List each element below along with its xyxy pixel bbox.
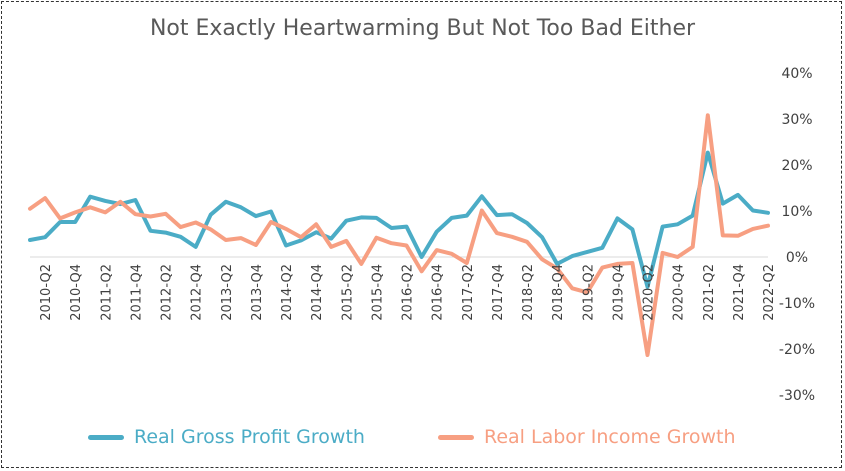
legend-swatch-gross-profit <box>88 434 124 440</box>
x-tick-label: 2011-Q2 <box>99 264 114 321</box>
x-tick-label: 2017-Q2 <box>461 264 476 321</box>
x-tick-label: 2019-Q2 <box>581 264 596 321</box>
x-tick-label: 2021-Q4 <box>732 264 747 321</box>
x-tick-label: 2016-Q2 <box>401 264 416 321</box>
x-tick-label: 2015-Q2 <box>340 264 355 321</box>
x-tick-label: 2015-Q4 <box>370 264 385 321</box>
x-tick-label: 2013-Q4 <box>250 264 265 321</box>
y-tick-label: 10% <box>781 204 812 220</box>
x-tick-label: 2013-Q2 <box>220 264 235 321</box>
y-tick-label: 40% <box>781 66 812 82</box>
x-tick-label: 2019-Q4 <box>611 264 626 321</box>
x-tick-label: 2014-Q2 <box>280 264 295 321</box>
x-tick-label: 2016-Q4 <box>431 264 446 321</box>
legend-item-labor-income: Real Labor Income Growth <box>438 426 736 448</box>
x-tick-label: 2018-Q4 <box>551 264 566 321</box>
x-tick-label: 2010-Q2 <box>39 264 54 321</box>
y-tick-label: -30% <box>779 388 815 404</box>
chart-title: Not Exactly Heartwarming But Not Too Bad… <box>149 16 696 41</box>
x-tick-label: 2010-Q4 <box>69 264 84 321</box>
y-tick-label: 20% <box>781 158 812 174</box>
x-tick-label: 2014-Q4 <box>310 264 325 321</box>
x-tick-label: 2021-Q2 <box>702 264 717 321</box>
legend-item-gross-profit: Real Gross Profit Growth <box>88 426 365 448</box>
x-tick-label: 2012-Q4 <box>190 264 205 321</box>
x-tick-label: 2020-Q2 <box>642 264 657 321</box>
legend-label-gross-profit: Real Gross Profit Growth <box>134 426 365 448</box>
x-tick-label: 2022-Q2 <box>762 264 777 321</box>
x-tick-label: 2017-Q4 <box>491 264 506 321</box>
legend-swatch-labor-income <box>438 434 474 440</box>
chart-legend: Real Gross Profit Growth Real Labor Inco… <box>0 426 845 452</box>
y-tick-label: -10% <box>779 296 815 312</box>
series-line-labor-income <box>28 113 770 357</box>
y-tick-label: -20% <box>779 342 815 358</box>
legend-label-labor-income: Real Labor Income Growth <box>484 426 736 448</box>
y-tick-label: 0% <box>786 250 808 266</box>
x-tick-label: 2018-Q2 <box>521 264 536 321</box>
x-tick-label: 2012-Q2 <box>160 264 175 321</box>
y-tick-label: 30% <box>781 112 812 128</box>
x-tick-label: 2020-Q4 <box>672 264 687 321</box>
series-line-gross-profit <box>28 150 770 289</box>
x-tick-label: 2011-Q4 <box>129 264 144 321</box>
